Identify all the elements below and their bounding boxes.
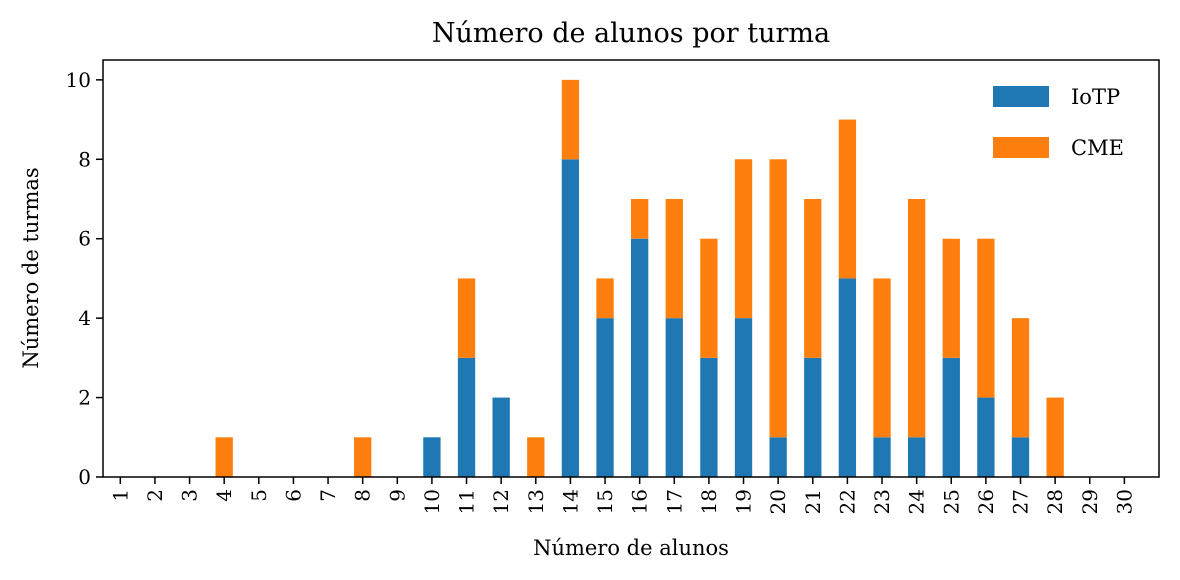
x-tick-label: 30 [1112, 489, 1136, 514]
x-axis-label: Número de alunos [533, 536, 729, 560]
y-tick-label: 0 [78, 465, 91, 489]
x-tick-label: 11 [455, 489, 479, 514]
x-tick-label: 14 [558, 489, 582, 514]
bar-iotp-12 [493, 398, 510, 477]
bar-iotp-16 [631, 239, 648, 477]
x-tick-label: 12 [489, 489, 513, 514]
x-tick-label: 13 [524, 489, 548, 514]
x-tick-label: 29 [1078, 489, 1102, 514]
chart-title: Número de alunos por turma [432, 18, 830, 49]
bar-cme-25 [943, 239, 960, 358]
x-tick-label: 1 [108, 489, 132, 502]
bar-iotp-10 [423, 437, 440, 477]
bar-iotp-19 [735, 318, 752, 477]
x-tick-label: 2 [143, 489, 167, 502]
y-axis: 0 2 4 6 8 10 [66, 68, 103, 489]
bar-cme-11 [458, 278, 475, 357]
bar-iotp-24 [908, 437, 925, 477]
x-tick-label: 26 [974, 489, 998, 514]
x-tick-label: 28 [1043, 489, 1067, 514]
legend-swatch-cme [993, 137, 1049, 158]
y-tick-label: 8 [78, 147, 91, 171]
bar-cme-24 [908, 199, 925, 437]
bar-iotp-20 [769, 437, 786, 477]
x-tick-label: 20 [766, 489, 790, 514]
x-tick-label: 19 [732, 489, 756, 514]
x-tick-label: 6 [281, 489, 305, 502]
x-tick-label: 4 [212, 489, 236, 502]
x-tick-label: 18 [697, 489, 721, 514]
legend-label-iotp: IoTP [1071, 85, 1120, 109]
x-tick-label: 7 [316, 489, 340, 502]
bars-group [216, 80, 1064, 477]
x-tick-label: 5 [247, 489, 271, 502]
y-tick-label: 4 [78, 306, 91, 330]
y-axis-label: Número de turmas [19, 167, 43, 368]
bar-iotp-18 [700, 358, 717, 477]
bar-cme-28 [1046, 398, 1063, 477]
bar-cme-18 [700, 239, 717, 358]
bar-cme-14 [562, 80, 579, 159]
bar-iotp-25 [943, 358, 960, 477]
x-tick-label: 22 [835, 489, 859, 514]
bar-cme-17 [666, 199, 683, 318]
bar-cme-16 [631, 199, 648, 239]
legend-label-cme: CME [1071, 136, 1124, 160]
x-tick-label: 27 [1009, 489, 1033, 514]
x-tick-label: 17 [662, 489, 686, 514]
y-tick-label: 10 [66, 68, 91, 92]
legend: IoTP CME [993, 85, 1124, 160]
bar-cme-13 [527, 437, 544, 477]
bar-cme-26 [977, 239, 994, 398]
bar-iotp-21 [804, 358, 821, 477]
bar-iotp-27 [1012, 437, 1029, 477]
x-tick-label: 16 [628, 489, 652, 514]
bar-iotp-17 [666, 318, 683, 477]
x-tick-label: 15 [593, 489, 617, 514]
x-tick-label: 10 [420, 489, 444, 514]
x-tick-label: 25 [939, 489, 963, 514]
x-tick-label: 8 [351, 489, 375, 502]
x-tick-label: 3 [178, 489, 202, 502]
x-tick-label: 24 [905, 489, 929, 514]
bar-cme-21 [804, 199, 821, 358]
bar-cme-20 [769, 159, 786, 437]
bar-cme-4 [216, 437, 233, 477]
x-tick-label: 21 [801, 489, 825, 514]
bar-cme-15 [596, 278, 613, 318]
bar-iotp-11 [458, 358, 475, 477]
y-tick-label: 6 [78, 227, 91, 251]
bar-iotp-22 [839, 278, 856, 477]
bar-iotp-15 [596, 318, 613, 477]
x-tick-label: 9 [385, 489, 409, 502]
bar-iotp-23 [873, 437, 890, 477]
bar-cme-27 [1012, 318, 1029, 437]
bar-cme-8 [354, 437, 371, 477]
bar-cme-19 [735, 159, 752, 318]
bar-cme-22 [839, 120, 856, 279]
y-tick-label: 2 [78, 386, 91, 410]
bar-cme-23 [873, 278, 890, 437]
bar-iotp-26 [977, 398, 994, 477]
x-axis: 1 2 3 4 5 6 7 8 9 10 11 12 13 14 15 16 17 18 19 20 21 22 23 24 2… [108, 477, 1136, 514]
x-tick-label: 23 [870, 489, 894, 514]
legend-swatch-iotp [993, 86, 1049, 107]
bar-iotp-14 [562, 159, 579, 477]
